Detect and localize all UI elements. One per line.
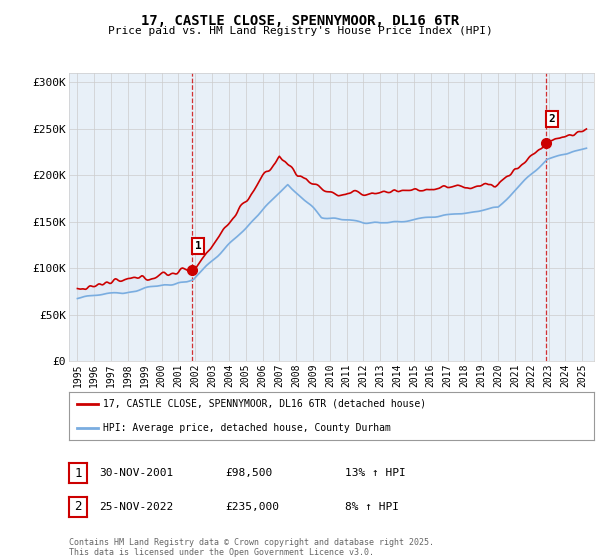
Text: £235,000: £235,000 (225, 502, 279, 512)
Text: 2: 2 (74, 500, 82, 514)
Text: 17, CASTLE CLOSE, SPENNYMOOR, DL16 6TR: 17, CASTLE CLOSE, SPENNYMOOR, DL16 6TR (141, 14, 459, 28)
Text: 1: 1 (195, 241, 202, 251)
Text: 17, CASTLE CLOSE, SPENNYMOOR, DL16 6TR (detached house): 17, CASTLE CLOSE, SPENNYMOOR, DL16 6TR (… (103, 399, 426, 409)
Text: Price paid vs. HM Land Registry's House Price Index (HPI): Price paid vs. HM Land Registry's House … (107, 26, 493, 36)
Text: 8% ↑ HPI: 8% ↑ HPI (345, 502, 399, 512)
Text: 2: 2 (548, 114, 555, 124)
Text: HPI: Average price, detached house, County Durham: HPI: Average price, detached house, Coun… (103, 423, 391, 433)
Text: 30-NOV-2001: 30-NOV-2001 (99, 468, 173, 478)
Text: £98,500: £98,500 (225, 468, 272, 478)
Text: 25-NOV-2022: 25-NOV-2022 (99, 502, 173, 512)
Text: Contains HM Land Registry data © Crown copyright and database right 2025.
This d: Contains HM Land Registry data © Crown c… (69, 538, 434, 557)
Text: 13% ↑ HPI: 13% ↑ HPI (345, 468, 406, 478)
Text: 1: 1 (74, 466, 82, 480)
